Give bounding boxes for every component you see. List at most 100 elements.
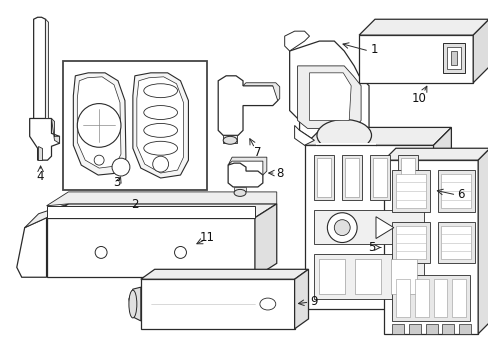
Polygon shape — [74, 73, 126, 175]
Polygon shape — [438, 222, 475, 264]
Text: 11: 11 — [200, 231, 215, 244]
Polygon shape — [392, 275, 470, 321]
Text: 1: 1 — [370, 42, 378, 55]
Bar — [63, 61, 207, 190]
Bar — [234, 187, 246, 194]
Ellipse shape — [144, 123, 177, 137]
Polygon shape — [228, 163, 263, 187]
Polygon shape — [441, 226, 471, 260]
Polygon shape — [315, 255, 424, 299]
Ellipse shape — [223, 136, 237, 144]
Ellipse shape — [144, 84, 177, 98]
Polygon shape — [17, 218, 47, 277]
Polygon shape — [409, 324, 420, 334]
Polygon shape — [133, 73, 189, 178]
Polygon shape — [34, 17, 46, 123]
Polygon shape — [398, 155, 417, 200]
Text: 6: 6 — [458, 188, 465, 201]
Polygon shape — [255, 204, 277, 277]
Circle shape — [327, 213, 357, 243]
Polygon shape — [355, 260, 381, 294]
Polygon shape — [438, 170, 475, 212]
Polygon shape — [451, 51, 457, 65]
Polygon shape — [47, 218, 255, 277]
Circle shape — [153, 156, 169, 172]
Polygon shape — [310, 73, 351, 121]
Polygon shape — [294, 269, 309, 329]
Text: 7: 7 — [254, 146, 262, 159]
Polygon shape — [47, 204, 277, 218]
Text: 3: 3 — [113, 176, 121, 189]
Polygon shape — [315, 155, 334, 200]
Polygon shape — [415, 279, 429, 317]
Polygon shape — [24, 204, 69, 228]
Polygon shape — [401, 158, 415, 197]
Bar — [141, 279, 294, 329]
Polygon shape — [443, 43, 465, 73]
Text: 4: 4 — [37, 170, 44, 183]
Polygon shape — [392, 324, 404, 334]
Circle shape — [174, 247, 187, 258]
Polygon shape — [51, 118, 59, 143]
Text: 8: 8 — [276, 167, 283, 180]
Polygon shape — [297, 66, 361, 129]
Ellipse shape — [317, 120, 371, 151]
Polygon shape — [391, 260, 416, 294]
Circle shape — [94, 155, 104, 165]
Ellipse shape — [234, 189, 246, 196]
Polygon shape — [384, 148, 490, 160]
Polygon shape — [370, 155, 390, 200]
Polygon shape — [319, 260, 345, 294]
Text: 5: 5 — [368, 241, 376, 254]
Polygon shape — [141, 269, 309, 279]
Polygon shape — [478, 148, 490, 334]
Polygon shape — [441, 174, 471, 208]
Bar — [223, 135, 237, 143]
Polygon shape — [228, 157, 267, 175]
Polygon shape — [294, 125, 315, 145]
Polygon shape — [434, 279, 447, 317]
Polygon shape — [305, 145, 434, 309]
Polygon shape — [318, 158, 331, 197]
Polygon shape — [38, 146, 42, 160]
Polygon shape — [473, 19, 489, 83]
Bar — [317, 143, 376, 158]
Polygon shape — [243, 83, 280, 100]
Ellipse shape — [144, 105, 177, 120]
Circle shape — [112, 158, 130, 176]
Polygon shape — [345, 158, 359, 197]
Polygon shape — [129, 287, 141, 321]
Ellipse shape — [260, 298, 276, 310]
Polygon shape — [137, 77, 183, 173]
Polygon shape — [290, 41, 369, 140]
Polygon shape — [30, 118, 59, 160]
Polygon shape — [392, 222, 430, 264]
Circle shape — [95, 247, 107, 258]
Text: 10: 10 — [411, 92, 426, 105]
Polygon shape — [392, 170, 430, 212]
Circle shape — [77, 104, 121, 147]
Text: 2: 2 — [131, 198, 139, 211]
Ellipse shape — [144, 141, 177, 155]
Polygon shape — [315, 210, 424, 244]
Polygon shape — [396, 174, 426, 208]
Polygon shape — [426, 324, 438, 334]
Circle shape — [334, 220, 350, 235]
Polygon shape — [342, 155, 362, 200]
Polygon shape — [376, 217, 394, 239]
Text: 9: 9 — [311, 294, 318, 307]
Polygon shape — [77, 77, 121, 168]
Bar — [384, 160, 478, 334]
Polygon shape — [459, 324, 471, 334]
Bar — [359, 35, 473, 83]
Polygon shape — [373, 158, 387, 197]
Polygon shape — [218, 76, 278, 135]
Polygon shape — [452, 279, 466, 317]
Polygon shape — [46, 19, 49, 118]
Polygon shape — [442, 324, 454, 334]
Polygon shape — [305, 127, 451, 145]
Polygon shape — [285, 31, 310, 51]
Polygon shape — [47, 206, 255, 218]
Polygon shape — [396, 279, 410, 317]
Polygon shape — [359, 19, 489, 35]
